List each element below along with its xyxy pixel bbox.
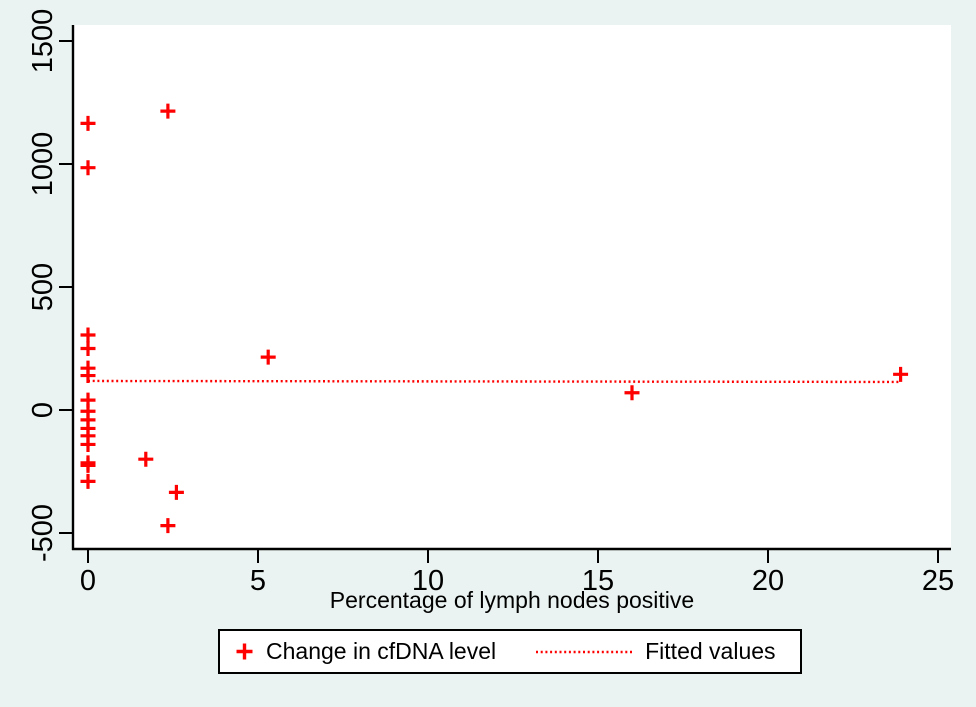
- x-axis-title: Percentage of lymph nodes positive: [329, 587, 695, 613]
- legend: Change in cfDNA level Fitted values: [218, 629, 802, 674]
- y-tick-label: 500: [27, 263, 59, 311]
- data-point-marker: [80, 115, 96, 131]
- legend-label-cfdna: Change in cfDNA level: [266, 638, 497, 664]
- data-point-marker: [80, 457, 96, 473]
- data-point-marker: [80, 327, 96, 343]
- x-tick-label: 15: [582, 565, 614, 597]
- plot-area: [73, 25, 951, 549]
- data-point-marker: [893, 366, 909, 382]
- y-tick-label: 1000: [27, 132, 59, 197]
- data-point-marker: [80, 473, 96, 489]
- x-tick-label: 10: [412, 565, 444, 597]
- data-point-marker: [160, 103, 176, 119]
- y-tick-label: 1500: [27, 9, 59, 74]
- y-tick-label: 0: [27, 402, 59, 418]
- x-tick-label: 0: [80, 565, 96, 597]
- dotted-line-icon: [536, 650, 634, 653]
- data-point-marker: [80, 160, 96, 176]
- data-point-marker: [80, 368, 96, 384]
- x-tick-label: 25: [922, 565, 954, 597]
- data-point-marker: [160, 518, 176, 534]
- plus-marker-icon: [236, 643, 253, 660]
- data-point-marker: [260, 349, 276, 365]
- fitted-values-line: [87, 379, 901, 384]
- data-point-marker: [80, 436, 96, 452]
- data-point-marker: [168, 484, 184, 500]
- x-tick-label: 5: [250, 565, 266, 597]
- data-point-marker: [624, 385, 640, 401]
- y-tick-label: -500: [27, 504, 59, 562]
- data-point-marker: [138, 451, 154, 467]
- legend-label-fitted: Fitted values: [645, 638, 776, 664]
- data-point-marker: [80, 341, 96, 356]
- x-tick-label: 20: [752, 565, 784, 597]
